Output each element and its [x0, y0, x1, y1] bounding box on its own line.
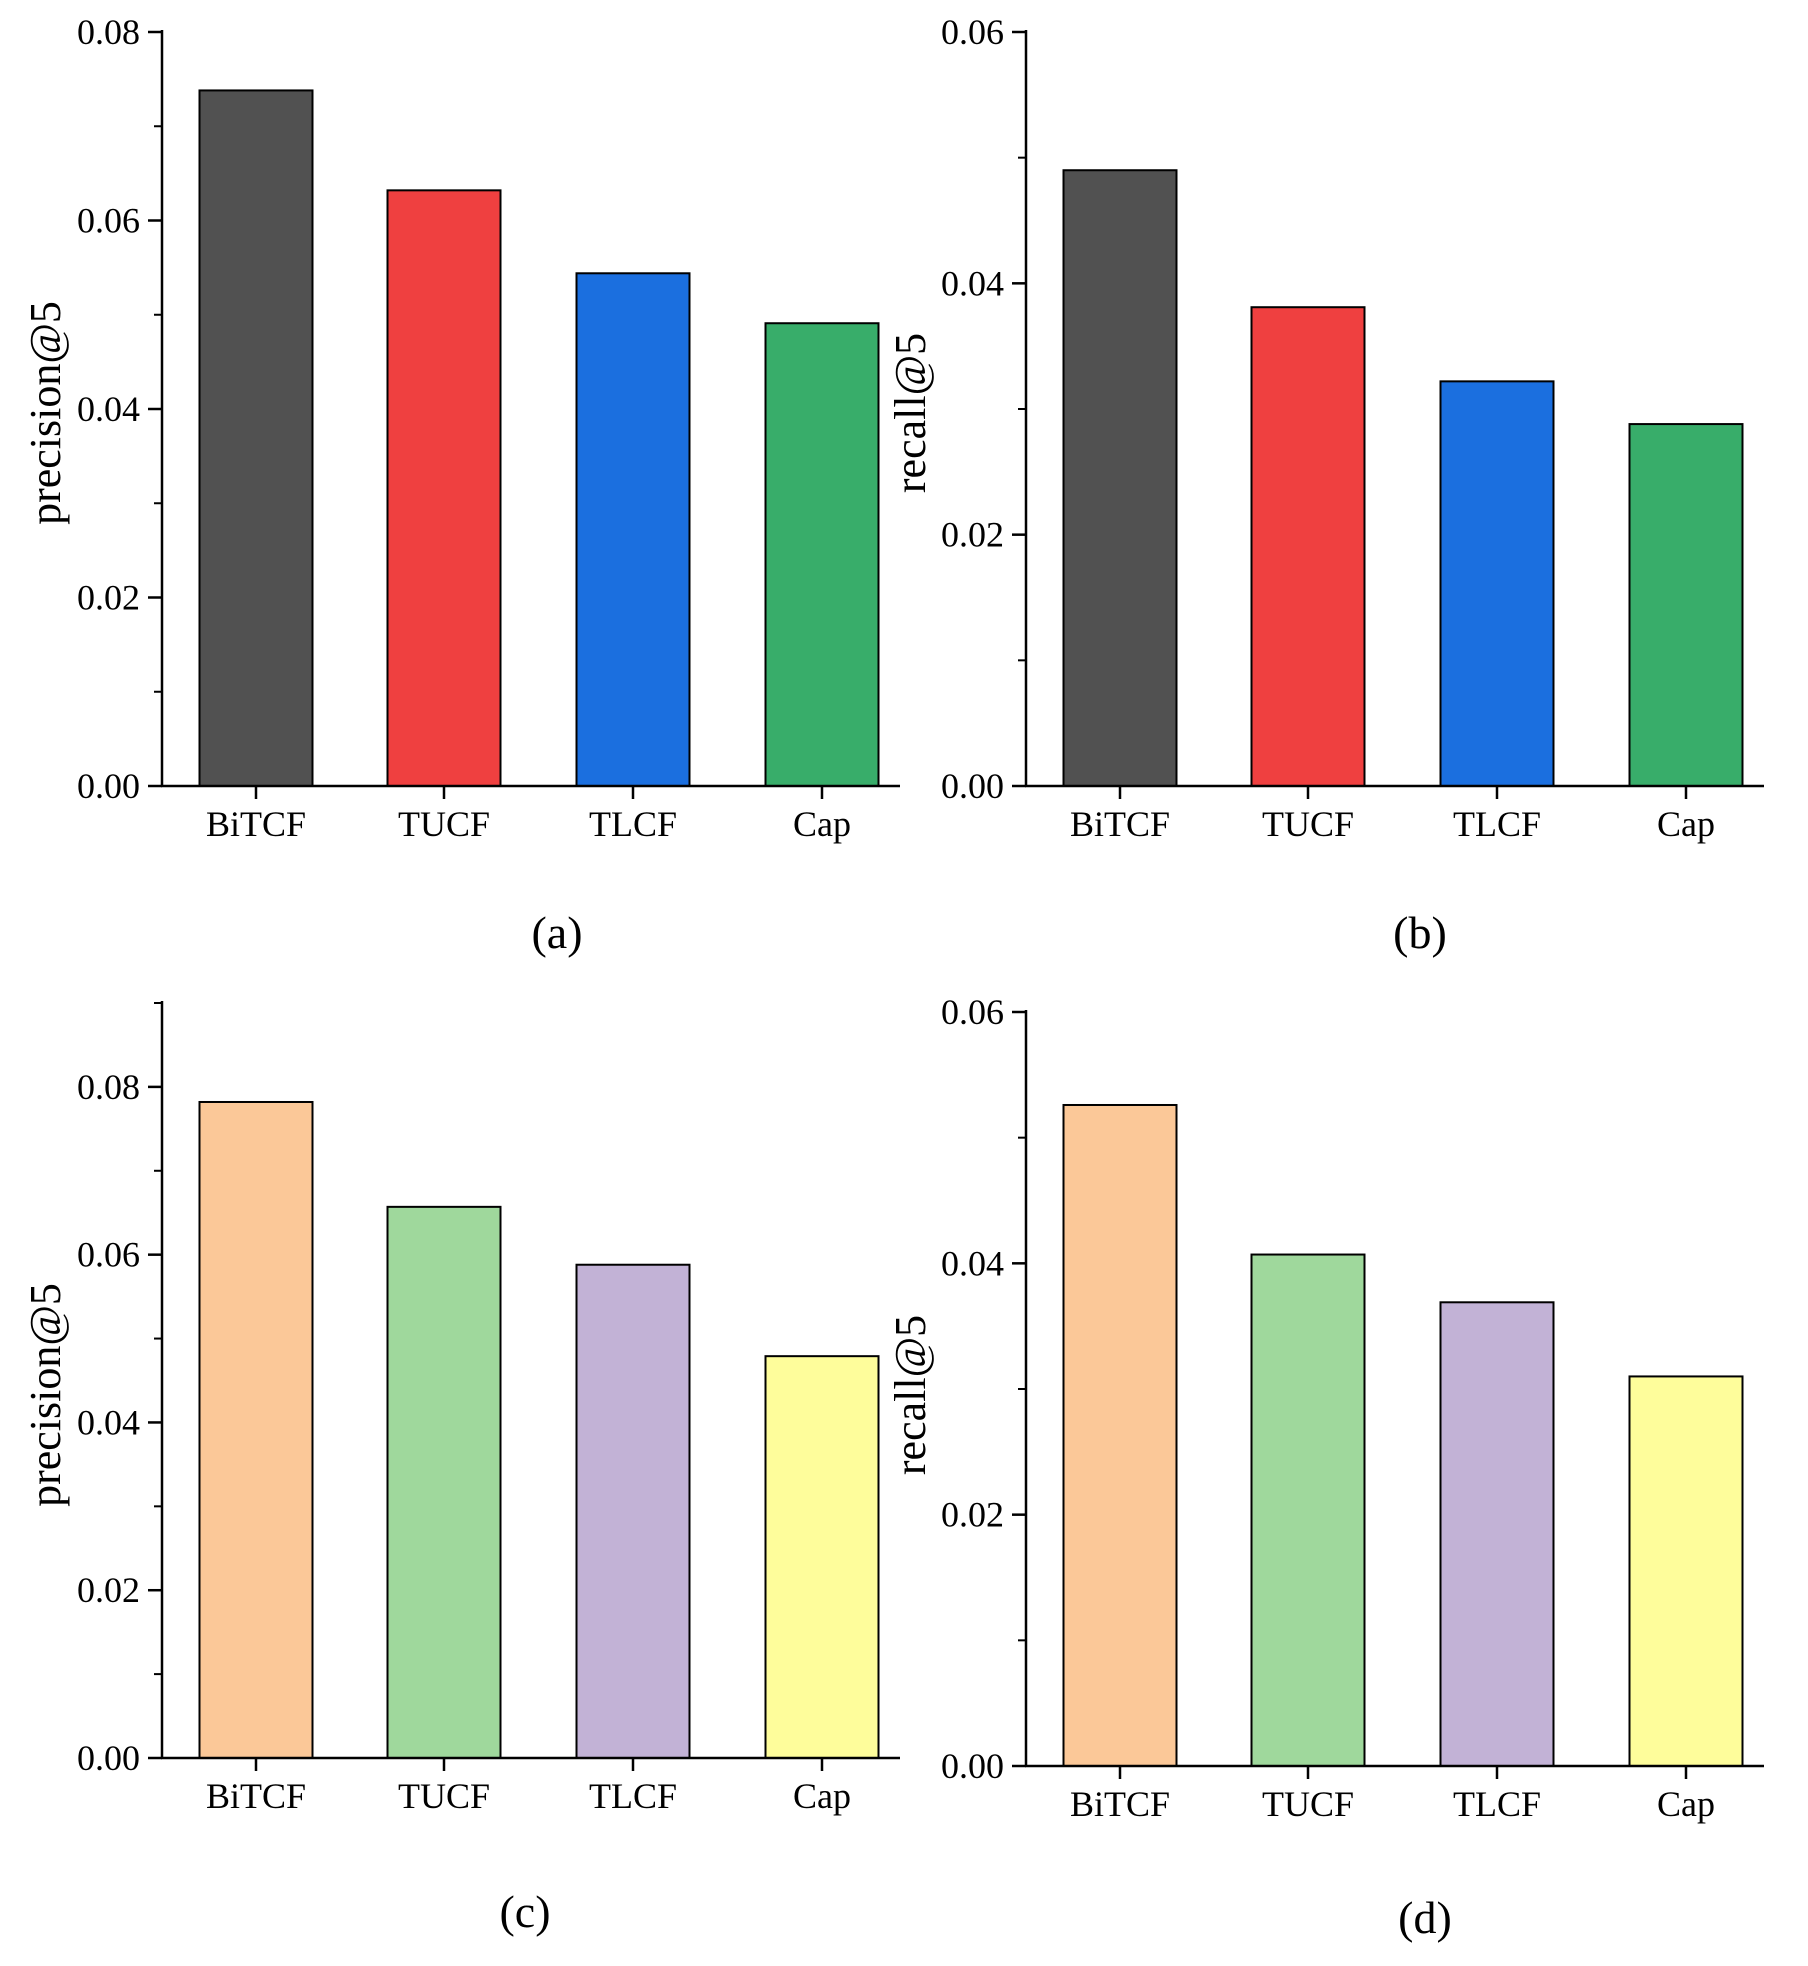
bar-c-cap	[764, 1355, 880, 1760]
y-ticks-a: 0.00 0.02 0.04 0.06 0.08	[77, 12, 162, 806]
x-ticks-d: BiTCF TUCF TLCF Cap	[1070, 1766, 1715, 1824]
x-tick-label-b-bitcf: BiTCF	[1070, 804, 1170, 844]
bar-a-tlcf	[575, 272, 691, 787]
y-ticks-c: 0.00 0.02 0.04 0.06 0.08	[77, 1002, 162, 1778]
y-tick-label-a-0: 0.00	[77, 766, 140, 806]
bar-c-bitcf	[198, 1100, 314, 1759]
panel-label-b: (b)	[1393, 907, 1447, 958]
y-axis-title-a: precision@5	[21, 301, 70, 525]
y-tick-label-d-0: 0.00	[941, 1746, 1004, 1786]
bar-b-tlcf	[1439, 380, 1555, 787]
chart-panel-a: 0.00 0.02 0.04 0.06 0.08 BiTCF TUCF TLCF Cap pr…	[21, 12, 900, 958]
x-tick-label-d-tlcf: TLCF	[1453, 1784, 1541, 1824]
bar-a-tucf	[386, 189, 502, 787]
bars-c	[198, 1100, 880, 1760]
y-tick-label-a-2: 0.04	[77, 389, 140, 429]
y-axis-title-c: precision@5	[21, 1283, 70, 1507]
y-tick-label-b-1: 0.02	[941, 515, 1004, 555]
y-tick-label-c-2: 0.04	[77, 1402, 140, 1442]
x-tick-label-c-tlcf: TLCF	[589, 1776, 677, 1816]
y-tick-label-c-1: 0.02	[77, 1570, 140, 1610]
x-tick-label-d-tucf: TUCF	[1262, 1784, 1354, 1824]
chart-panel-d: 0.00 0.02 0.04 0.06 BiTCF TUCF TLCF Cap recall…	[886, 992, 1764, 1943]
y-tick-label-a-1: 0.02	[77, 578, 140, 618]
x-tick-label-c-bitcf: BiTCF	[206, 1776, 306, 1816]
bars-a	[198, 89, 880, 787]
chart-panel-b: 0.00 0.02 0.04 0.06 BiTCF TUCF TLCF Cap recall…	[886, 12, 1764, 958]
bar-a-bitcf	[198, 89, 314, 787]
bar-b-cap	[1628, 423, 1744, 787]
bar-b-bitcf	[1062, 169, 1178, 787]
x-tick-label-c-cap: Cap	[793, 1776, 851, 1816]
bars-b	[1062, 169, 1744, 787]
bar-c-tucf	[386, 1205, 502, 1759]
x-tick-label-d-bitcf: BiTCF	[1070, 1784, 1170, 1824]
y-ticks-d: 0.00 0.02 0.04 0.06	[941, 992, 1026, 1786]
bar-b-tucf	[1250, 306, 1366, 787]
y-tick-label-b-3: 0.06	[941, 12, 1004, 52]
bar-d-tucf	[1250, 1253, 1366, 1767]
bar-a-cap	[764, 322, 880, 787]
bar-d-cap	[1628, 1375, 1744, 1768]
bar-c-tlcf	[575, 1263, 691, 1759]
x-tick-label-d-cap: Cap	[1657, 1784, 1715, 1824]
y-ticks-b: 0.00 0.02 0.04 0.06	[941, 12, 1026, 806]
x-ticks-a: BiTCF TUCF TLCF Cap	[206, 786, 851, 844]
x-ticks-c: BiTCF TUCF TLCF Cap	[206, 1758, 851, 1816]
panel-label-a: (a)	[531, 907, 582, 958]
y-tick-label-b-2: 0.04	[941, 263, 1004, 303]
panel-label-c: (c)	[499, 1886, 550, 1937]
x-tick-label-b-tucf: TUCF	[1262, 804, 1354, 844]
chart-panel-c: 0.00 0.02 0.04 0.06 0.08 BiTCF TUCF TLCF Cap pr…	[21, 1001, 900, 1937]
x-tick-label-b-tlcf: TLCF	[1453, 804, 1541, 844]
x-tick-label-a-cap: Cap	[793, 804, 851, 844]
y-tick-label-d-2: 0.04	[941, 1243, 1004, 1283]
y-tick-label-b-0: 0.00	[941, 766, 1004, 806]
y-tick-label-d-3: 0.06	[941, 992, 1004, 1032]
x-tick-label-a-tucf: TUCF	[398, 804, 490, 844]
y-tick-label-d-1: 0.02	[941, 1495, 1004, 1535]
x-tick-label-a-tlcf: TLCF	[589, 804, 677, 844]
bar-d-bitcf	[1062, 1103, 1178, 1767]
y-tick-label-c-0: 0.00	[77, 1738, 140, 1778]
panel-label-d: (d)	[1398, 1892, 1452, 1943]
x-tick-label-b-cap: Cap	[1657, 804, 1715, 844]
x-tick-label-c-tucf: TUCF	[398, 1776, 490, 1816]
y-tick-label-c-3: 0.06	[77, 1235, 140, 1275]
axes-c	[160, 1001, 900, 1760]
x-tick-label-a-bitcf: BiTCF	[206, 804, 306, 844]
y-axis-title-b: recall@5	[886, 333, 935, 493]
y-axis-title-d: recall@5	[886, 1315, 935, 1475]
y-tick-label-a-3: 0.06	[77, 201, 140, 241]
y-tick-label-c-4: 0.08	[77, 1067, 140, 1107]
x-ticks-b: BiTCF TUCF TLCF Cap	[1070, 786, 1715, 844]
bar-d-tlcf	[1439, 1301, 1555, 1768]
y-tick-label-a-4: 0.08	[77, 12, 140, 52]
bars-d	[1062, 1103, 1744, 1768]
